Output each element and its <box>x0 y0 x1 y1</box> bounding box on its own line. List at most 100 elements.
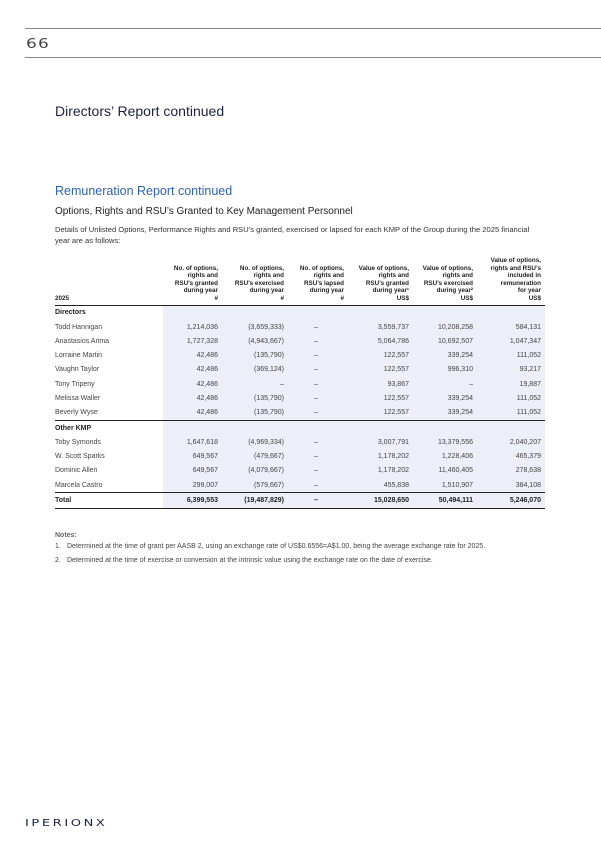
subheading: Options, Rights and RSU’s Granted to Key… <box>55 206 353 217</box>
column-header-line: included in <box>507 272 541 280</box>
row-label: Tony Tripeny <box>55 380 95 388</box>
section-title: Directors <box>55 309 86 317</box>
table-cell: (135,790) <box>222 348 288 363</box>
table-cell: 339,254 <box>413 348 477 363</box>
notes-title: Notes: <box>55 532 77 539</box>
table-cell: (135,790) <box>222 405 288 421</box>
column-header-line: rights and RSU’s <box>490 264 542 272</box>
row-label: Melissa Waller <box>55 394 101 402</box>
table-cell: – <box>288 348 348 363</box>
table-cell: (19,487,829) <box>222 492 288 509</box>
table-cell: (4,969,334) <box>222 435 288 450</box>
table-cell <box>163 419 222 436</box>
table-cell: – <box>222 377 288 392</box>
column-header-line: rights and <box>253 272 284 280</box>
table-cell: 10,692,507 <box>413 334 477 349</box>
table-cell <box>477 419 545 436</box>
column-header-line: rights and <box>187 272 218 280</box>
table-row: Dominic Allen 649,567 (4,079,667) –1,178,20… <box>55 463 545 479</box>
column-header-line: RSU’s exercised <box>234 279 284 287</box>
table-cell: 5,064,786 <box>348 334 413 349</box>
table-cell: – <box>288 319 348 335</box>
column-header-line: during year² <box>436 287 473 295</box>
table-row: Lorraine Martin 42,486 (135,790) –122,557 33… <box>55 348 545 363</box>
section-title: Directors’ Report continued <box>55 103 225 119</box>
row-label: Toby Symonds <box>55 438 101 446</box>
column-header-line: rights and <box>442 272 473 280</box>
table-cell: (579,667) <box>222 478 288 493</box>
note-text: Determined at the time of exercise or co… <box>67 556 433 564</box>
table-cell: – <box>288 405 348 421</box>
table-cell: 584,131 <box>477 319 545 335</box>
column-header-line: # <box>214 294 218 302</box>
table-cell: 455,838 <box>348 478 413 493</box>
table-cell: 339,254 <box>413 391 477 406</box>
table-cell: 3,559,737 <box>348 319 413 335</box>
column-header-line: RSU’s exercised <box>423 279 473 287</box>
table-cell: (135,790) <box>222 391 288 406</box>
table-cell: 2,040,207 <box>477 435 545 450</box>
table-cell: 299,007 <box>163 478 222 493</box>
table-cell: 42,486 <box>163 362 222 378</box>
column-header-line: Value of options, <box>490 257 541 264</box>
table-row: Toby Symonds 1,647,618 (4,969,334) –3,007,7… <box>55 435 545 450</box>
column-header-line: RSU’s granted <box>174 279 218 287</box>
table-cell: 339,254 <box>413 405 477 421</box>
table-cell: – <box>288 478 348 493</box>
table-cell: 465,379 <box>477 449 545 464</box>
column-header-line: during year¹ <box>372 287 409 295</box>
row-label: Beverly Wyse <box>55 409 98 417</box>
row-label: Lorraine Martin <box>55 352 103 360</box>
table-cell: 50,494,111 <box>413 492 477 509</box>
table-cell: 1,647,618 <box>163 435 222 450</box>
column-header-line: during year <box>309 287 344 295</box>
column-header: No. of options, rights and RSU’s lapsed dur… <box>288 257 348 306</box>
column-header-line: RSU’s granted <box>365 279 409 287</box>
table-cell <box>288 305 348 320</box>
column-header-line: # <box>340 294 344 302</box>
column-header-line: remuneration <box>500 279 541 287</box>
table-cell: 649,567 <box>163 449 222 464</box>
column-header: Value of options, rights and RSU’s include… <box>477 257 545 306</box>
table-cell: (369,124) <box>222 362 288 378</box>
page-number: 66 <box>26 37 51 52</box>
table-cell: – <box>288 362 348 378</box>
table-row: Beverly Wyse 42,486 (135,790) –122,557 339,2… <box>55 405 545 421</box>
table-cell: (3,659,333) <box>222 319 288 335</box>
table-cell: 5,246,070 <box>477 492 545 509</box>
table-cell: 122,557 <box>348 391 413 406</box>
table-cell: 122,557 <box>348 405 413 421</box>
column-header-line: Value of options, <box>422 264 473 272</box>
column-header-line: US$ <box>528 294 541 302</box>
table-cell: 42,486 <box>163 377 222 392</box>
table-cell: (4,943,667) <box>222 334 288 349</box>
table-cell: 42,486 <box>163 348 222 363</box>
table-row: Tony Tripeny 42,486– –93,867–19,887 <box>55 377 545 392</box>
table-cell: 649,567 <box>163 463 222 479</box>
column-header-line: rights and <box>378 272 409 280</box>
table-cell: 111,052 <box>477 348 545 363</box>
table-cell <box>163 305 222 320</box>
table-cell: 15,028,650 <box>348 492 413 509</box>
table-cell <box>413 419 477 436</box>
table-cell: 111,052 <box>477 405 545 421</box>
table-cell <box>222 419 288 436</box>
column-header-line: No. of options, <box>173 264 218 272</box>
row-label: Marcela Castro <box>55 481 103 489</box>
table-cell: 1,510,907 <box>413 478 477 493</box>
table-cell <box>348 419 413 436</box>
column-header: Value of options, rights and RSU’s granted… <box>348 257 413 306</box>
section-title: Other KMP <box>55 419 163 436</box>
column-header-line: during year <box>249 287 284 295</box>
table-cell: 278,638 <box>477 463 545 479</box>
table-cell: – <box>288 377 348 392</box>
table-cell: (479,667) <box>222 449 288 464</box>
column-header-line: # <box>280 294 284 302</box>
intro-paragraph: Details of Unlisted Options, Performance… <box>55 225 530 245</box>
table-cell: – <box>288 492 348 509</box>
table-cell: 13,379,556 <box>413 435 477 450</box>
table-cell <box>348 305 413 320</box>
total-row: Total 6,399,553 (19,487,829) –15,028,650 50,… <box>55 492 545 509</box>
table-cell: 1,178,202 <box>348 463 413 479</box>
table-cell: 42,486 <box>163 405 222 421</box>
